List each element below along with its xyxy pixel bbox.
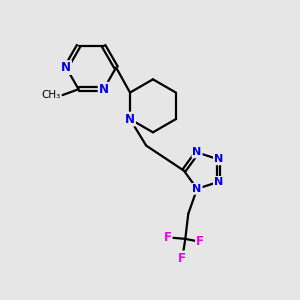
Text: N: N	[125, 112, 135, 126]
Text: F: F	[178, 251, 186, 265]
Text: N: N	[193, 147, 202, 158]
Text: F: F	[164, 231, 172, 244]
Text: N: N	[193, 184, 202, 194]
Text: CH₃: CH₃	[42, 90, 61, 100]
Text: F: F	[196, 235, 204, 248]
Text: N: N	[214, 177, 223, 187]
Text: N: N	[99, 83, 109, 96]
Text: N: N	[61, 61, 71, 74]
Text: N: N	[214, 154, 223, 164]
